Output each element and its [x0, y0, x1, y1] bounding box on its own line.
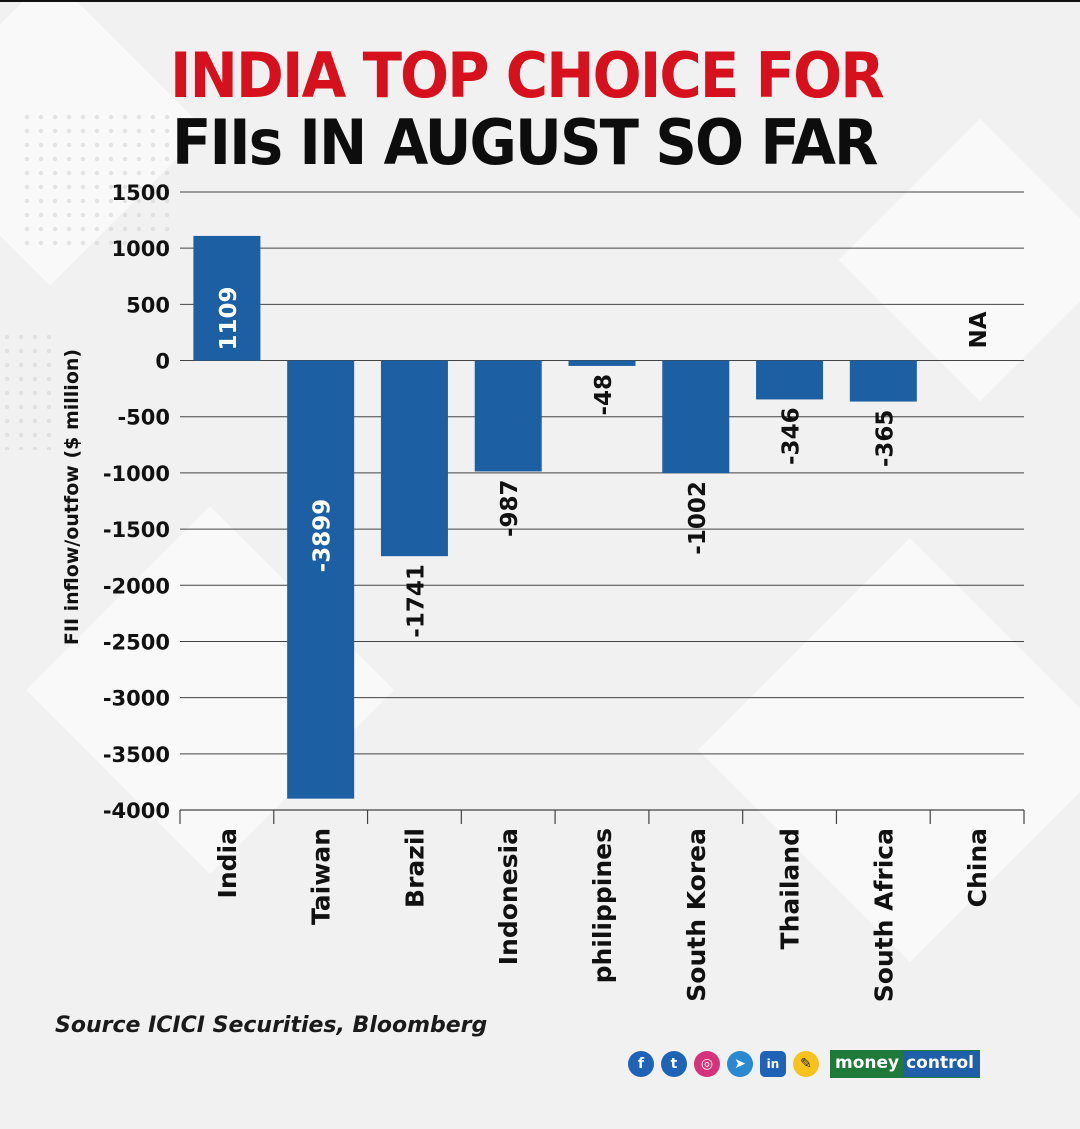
x-category-label: China: [963, 828, 992, 907]
data-label: -346: [779, 407, 805, 465]
y-tick-label: 1500: [112, 181, 170, 205]
y-tick-label: 1000: [112, 237, 170, 261]
data-label: -48: [591, 374, 617, 416]
data-labels: 1109 -3899 -1741 -987 -48 -1002 -346 -365 NA: [216, 287, 992, 638]
linkedin-icon[interactable]: in: [760, 1051, 786, 1077]
bar: [756, 360, 824, 400]
title-line-1: INDIA TOP CHOICE FOR: [170, 39, 885, 112]
bars: [193, 235, 917, 799]
bar: [193, 235, 261, 361]
facebook-icon[interactable]: f: [628, 1051, 654, 1077]
bar-chart: 1500 1000 500 0 -500 -1000 -1500 -2000 -2500 -300…: [61, 181, 1025, 1002]
data-label: -987: [497, 479, 523, 537]
x-category-label: South Africa: [869, 828, 898, 1002]
x-category-label: philippines: [588, 828, 617, 983]
bar: [474, 360, 542, 472]
twitter-icon[interactable]: t: [661, 1051, 687, 1077]
data-label: -365: [872, 410, 898, 468]
y-tick-label: -4000: [103, 799, 170, 823]
y-tick-label: -2000: [103, 574, 170, 598]
y-tick-label: -3500: [103, 743, 170, 767]
y-tick-label: -2500: [103, 630, 170, 654]
source-note: Source ICICI Securities, Bloomberg: [55, 1013, 488, 1038]
y-axis-label: FII inflow/outfow ($ million): [61, 349, 83, 645]
x-category-label: Taiwan: [307, 828, 336, 925]
brand-part-1: money: [831, 1051, 904, 1077]
y-tick-label: -1000: [103, 462, 170, 486]
y-tick-label: -500: [117, 406, 170, 430]
bar: [662, 360, 730, 474]
data-label: 1109: [216, 287, 242, 351]
x-category-label: India: [213, 828, 242, 898]
telegram-icon[interactable]: ➤: [727, 1051, 753, 1077]
x-category-labels: India Taiwan Brazil Indonesia philippines Sou…: [213, 828, 992, 1002]
y-tick-label: -1500: [103, 518, 170, 542]
title-line-2: FIIs IN AUGUST SO FAR: [172, 106, 878, 179]
x-category-label: South Korea: [682, 828, 711, 1002]
x-category-label: Brazil: [400, 828, 429, 908]
top-border: [0, 0, 1080, 2]
data-label: -1741: [403, 564, 429, 638]
bar: [287, 360, 355, 799]
y-tick-label: -3000: [103, 687, 170, 711]
bar: [380, 360, 448, 557]
x-category-label: Thailand: [776, 828, 805, 949]
instagram-icon[interactable]: ◎: [694, 1051, 720, 1077]
brand-part-2: control: [903, 1051, 979, 1077]
moneycontrol-logo: money control: [830, 1050, 980, 1078]
social-links: f t ◎ ➤ in ✎ money control: [628, 1050, 980, 1078]
bar: [568, 360, 636, 366]
x-category-label: Indonesia: [494, 828, 523, 965]
bar: [849, 360, 917, 402]
koo-icon[interactable]: ✎: [793, 1051, 819, 1077]
data-label: -3899: [310, 499, 336, 573]
y-tick-label: 0: [155, 350, 170, 374]
data-label: -1002: [685, 481, 711, 555]
data-label: NA: [966, 311, 992, 348]
y-tick-label: 500: [126, 293, 170, 317]
axes: [179, 809, 1025, 824]
y-tick-labels: 1500 1000 500 0 -500 -1000 -1500 -2000 -2500 -300…: [103, 181, 170, 823]
